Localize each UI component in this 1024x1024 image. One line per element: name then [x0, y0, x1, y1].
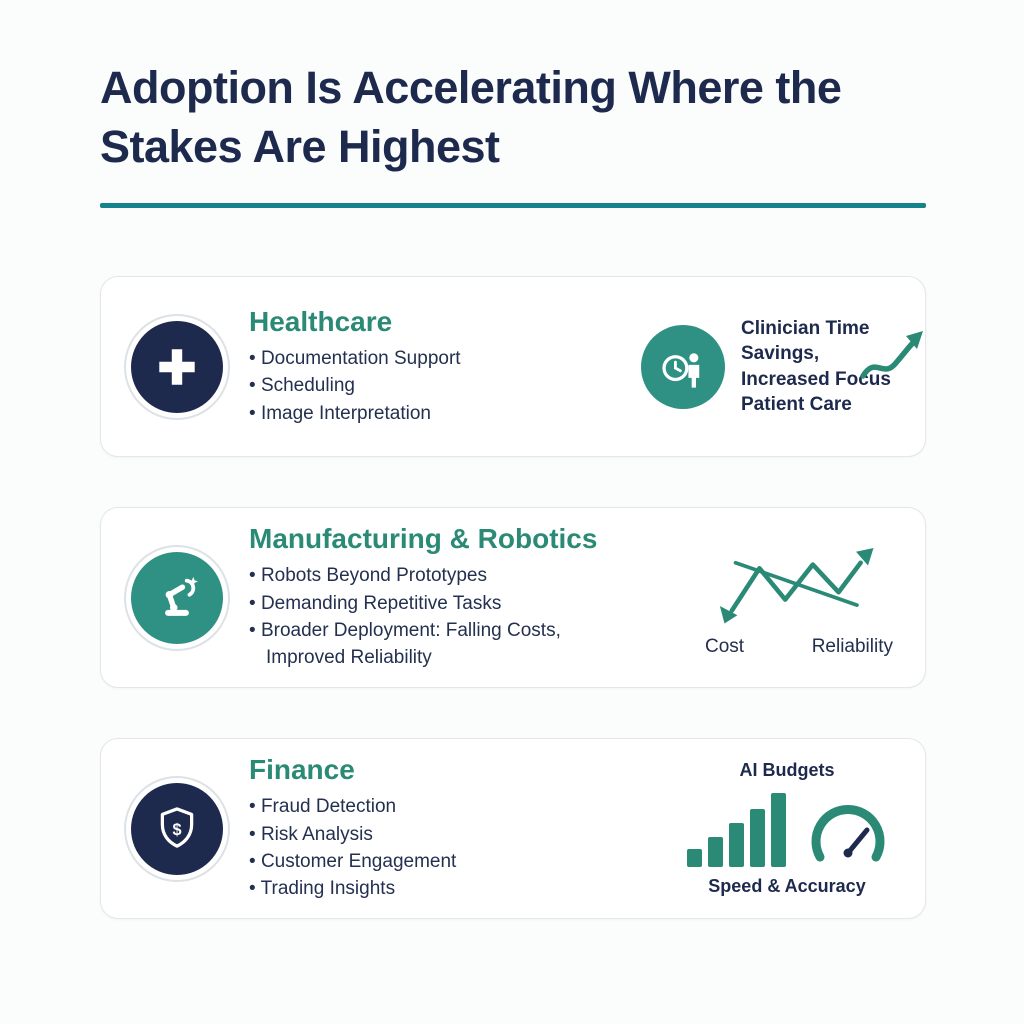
- healthcare-outcome-text: Clinician Time Savings, Increased Focus …: [741, 316, 923, 416]
- card-title-healthcare: Healthcare: [249, 305, 393, 337]
- healthcare-bullet-list: Documentation Support Scheduling Image I…: [249, 345, 641, 427]
- svg-text:$: $: [172, 820, 181, 838]
- bullet-item: Image Interpretation: [249, 400, 641, 427]
- bullet-item: Documentation Support: [249, 345, 641, 372]
- manufacturing-bullet-list: Robots Beyond Prototypes Demanding Repet…: [249, 562, 641, 671]
- card-manufacturing: Manufacturing & Robotics Robots Beyond P…: [100, 507, 926, 688]
- page-title: Adoption Is Accelerating Where the Stake…: [100, 62, 842, 173]
- cost-label: Cost: [705, 636, 745, 657]
- card-title-finance: Finance: [249, 754, 355, 786]
- healthcare-outcome: Clinician Time Savings, Increased Focus …: [641, 316, 923, 416]
- bullet-item: Customer Engagement: [249, 848, 641, 875]
- shield-dollar-icon: $: [131, 782, 223, 875]
- wavy-up-arrow-icon: [857, 326, 931, 395]
- bullet-item: Trading Insights: [249, 875, 641, 902]
- trend-labels: Cost Reliability: [705, 636, 893, 658]
- bullet-item: Fraud Detection: [249, 793, 641, 820]
- card-healthcare: Healthcare Documentation Support Schedul…: [100, 276, 926, 457]
- bullet-item: Scheduling: [249, 372, 641, 399]
- clock-person-icon: [641, 324, 725, 409]
- bullet-item: Demanding Repetitive Tasks: [249, 590, 641, 617]
- speed-accuracy-label: Speed & Accuracy: [708, 876, 866, 896]
- manufacturing-outcome: Cost Reliability: [705, 537, 897, 658]
- medical-cross-icon: [131, 320, 223, 413]
- cost-reliability-trend-icon: [705, 537, 893, 634]
- card-finance: $ Finance Fraud Detection Risk Analysis …: [100, 738, 926, 919]
- card-manufacturing-body: Manufacturing & Robotics Robots Beyond P…: [249, 523, 641, 671]
- bullet-item: Risk Analysis: [249, 821, 641, 848]
- reliability-label: Reliability: [811, 636, 893, 657]
- robot-arm-icon: [131, 551, 223, 644]
- cost-reliability-trend: Cost Reliability: [705, 537, 893, 658]
- finance-outcome: AI Budgets: [683, 760, 897, 897]
- outcome-label: Clinician Time Savings, Increased Focus …: [741, 318, 891, 415]
- ai-budgets-label: AI Budgets: [739, 760, 835, 780]
- finance-metrics: AI Budgets: [683, 760, 891, 897]
- bullet-item: Robots Beyond Prototypes: [249, 562, 641, 589]
- finance-bullet-list: Fraud Detection Risk Analysis Customer E…: [249, 793, 641, 902]
- card-title-manufacturing: Manufacturing & Robotics: [249, 523, 598, 555]
- bullet-item: Broader Deployment: Falling Costs, Impro…: [249, 617, 641, 672]
- gauge-icon: [805, 803, 891, 872]
- cards-container: Healthcare Documentation Support Schedul…: [100, 276, 926, 919]
- finance-icons-row: [683, 787, 891, 872]
- rising-bar-chart-icon: [683, 787, 791, 872]
- card-finance-body: Finance Fraud Detection Risk Analysis Cu…: [249, 754, 641, 902]
- title-divider: [100, 203, 926, 208]
- card-healthcare-body: Healthcare Documentation Support Schedul…: [249, 306, 641, 427]
